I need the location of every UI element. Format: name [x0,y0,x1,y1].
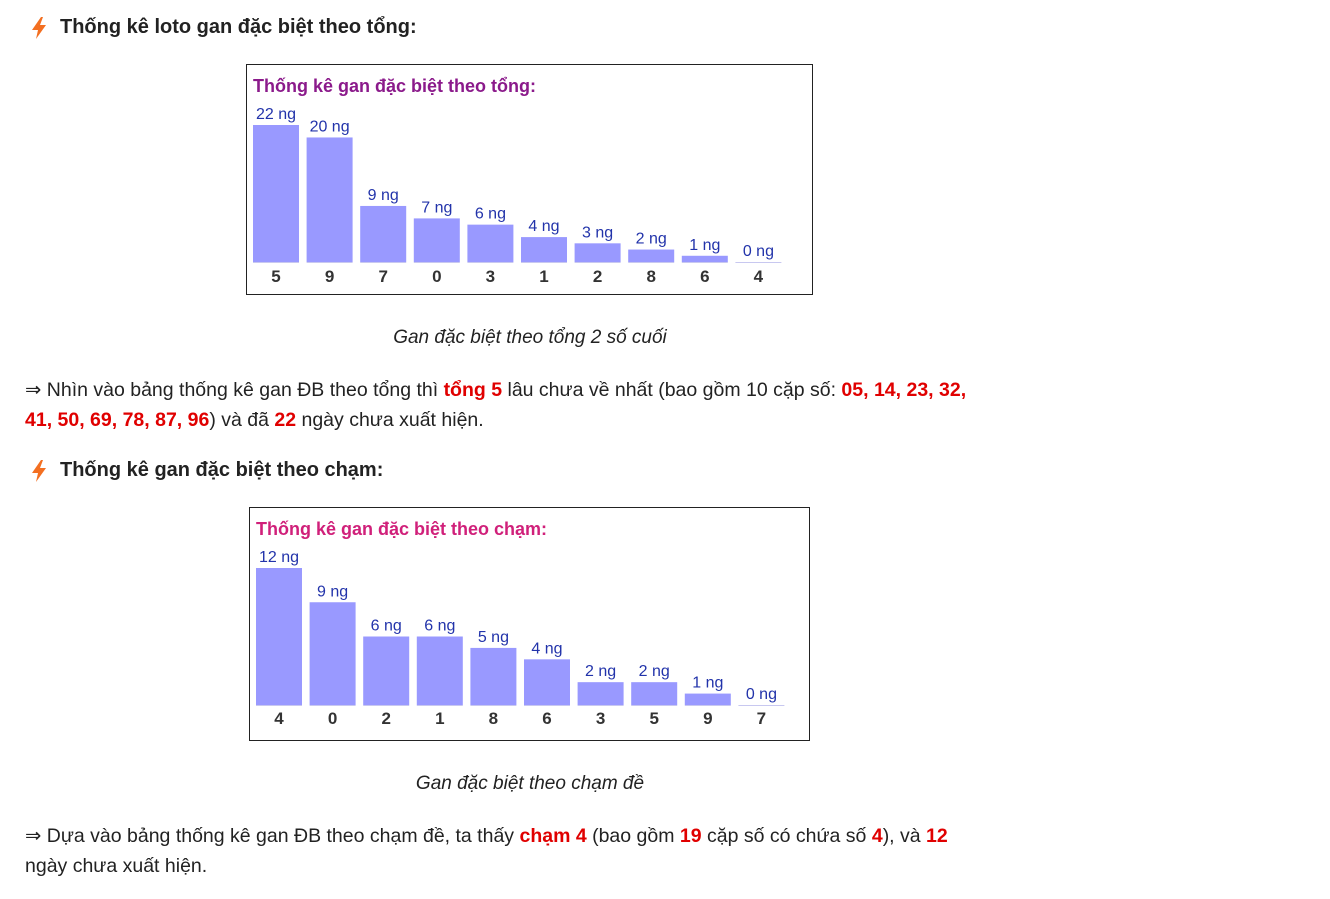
para1-text-3: ) và đã [209,409,275,431]
bar-8 [470,647,517,705]
category-label: 0 [328,709,337,728]
value-label: 22 ng [256,106,296,123]
category-label: 8 [646,267,655,286]
bar-4 [256,568,302,705]
category-label: 2 [381,709,390,728]
chart-title: Thống kê gan đặc biệt theo tổng: [253,76,536,96]
arrow-symbol: ⇒ [25,825,42,847]
category-label: 3 [486,267,495,286]
category-label: 5 [649,709,658,728]
value-label: 6 ng [475,206,506,223]
value-label: 1 ng [692,675,723,692]
bar-9 [684,693,731,705]
value-label: 20 ng [310,118,350,135]
bar-2 [363,636,410,705]
para1-text-4: ngày chưa xuất hiện. [296,409,484,431]
para2-text-4: ), và [882,825,927,847]
para2-highlight-4: 12 [926,825,948,847]
category-label: 1 [539,267,548,286]
section1-heading: Thống kê loto gan đặc biệt theo tổng: [30,16,417,39]
bar-0 [413,218,460,262]
para2-text-1: Dựa vào bảng thống kê gan ĐB theo chạm đ… [41,825,520,847]
category-label: 2 [593,267,602,286]
category-label: 6 [700,267,709,286]
section1-heading-text: Thống kê loto gan đặc biệt theo tổng: [60,16,417,38]
section2-heading-text: Thống kê gan đặc biệt theo chạm: [60,459,384,481]
category-label: 5 [271,267,280,286]
section1-paragraph: ⇒ Nhìn vào bảng thống kê gan ĐB theo tổn… [25,375,1045,435]
bar-9 [306,137,353,262]
category-label: 6 [542,709,551,728]
bar-3 [577,682,624,705]
para1-highlight-4: 22 [274,409,297,431]
value-label: 1 ng [689,237,720,254]
bar-2 [574,243,621,262]
value-label: 0 ng [743,243,774,260]
bar-1 [416,636,463,705]
value-label: 4 ng [528,218,559,235]
chart-tong-svg: Thống kê gan đặc biệt theo tổng:22 ng520… [253,76,782,286]
category-label: 4 [754,267,764,286]
bar-5 [253,125,299,262]
value-label: 9 ng [317,583,348,600]
value-label: 5 ng [478,629,509,646]
bar-6 [681,255,728,262]
value-label: 2 ng [636,231,667,248]
para1-highlight-1: tổng 5 [443,379,503,401]
category-label: 0 [432,267,441,286]
bar-5 [631,682,678,705]
para1-text-1: Nhìn vào bảng thống kê gan ĐB theo tổng … [41,379,444,401]
bar-6 [524,659,570,705]
chart-title: Thống kê gan đặc biệt theo chạm: [256,519,547,539]
bar-3 [467,224,514,262]
para2-highlight-3: 4 [871,825,883,847]
chart-cham-svg: Thống kê gan đặc biệt theo chạm:12 ng49 … [256,519,785,728]
category-label: 4 [274,709,284,728]
para1-text-2: lâu chưa về nhất (bao gồm 10 cặp số: [502,379,842,401]
arrow-symbol: ⇒ [25,379,42,401]
category-label: 9 [325,267,334,286]
value-label: 12 ng [259,549,299,566]
value-label: 4 ng [531,640,562,657]
bar-0 [309,602,356,705]
bar-8 [628,249,675,262]
lightning-bolt-icon [32,459,46,482]
para2-text-3: cặp số có chứa số [701,825,872,847]
section2-heading: Thống kê gan đặc biệt theo chạm: [30,459,383,482]
section2-caption: Gan đặc biệt theo chạm đề [415,773,645,794]
para2-highlight-1: chạm 4 [519,825,587,847]
value-label: 9 ng [368,187,399,204]
value-label: 0 ng [746,686,777,703]
para1-highlight-3: 41, 50, 69, 78, 87, 96 [25,409,210,431]
value-label: 2 ng [585,663,616,680]
para2-highlight-2: 19 [679,825,702,847]
para2-text-2: (bao gồm [586,825,680,847]
category-label: 8 [489,709,498,728]
section1-caption: Gan đặc biệt theo tổng 2 số cuối [393,327,667,348]
value-label: 3 ng [582,224,613,241]
para2-text-5: ngày chưa xuất hiện. [25,855,208,877]
category-label: 7 [378,267,387,286]
category-label: 7 [757,709,766,728]
chart-cham: Thống kê gan đặc biệt theo chạm: 12 ng 4 9 … [249,507,810,741]
bar-1 [521,237,567,262]
value-label: 6 ng [424,618,455,635]
value-label: 7 ng [421,199,452,216]
value-label: 2 ng [639,663,670,680]
category-label: 1 [435,709,444,728]
chart-tong: Thống kê gan đặc biệt theo tổng: 22 ng 5 20… [246,64,813,295]
bar-7 [360,205,407,262]
para1-highlight-2: 05, 14, 23, 32, [841,379,967,401]
category-label: 3 [596,709,605,728]
lightning-bolt-icon [32,16,46,39]
section2-paragraph: ⇒ Dựa vào bảng thống kê gan ĐB theo chạm… [25,821,1045,881]
value-label: 6 ng [371,618,402,635]
category-label: 9 [703,709,712,728]
